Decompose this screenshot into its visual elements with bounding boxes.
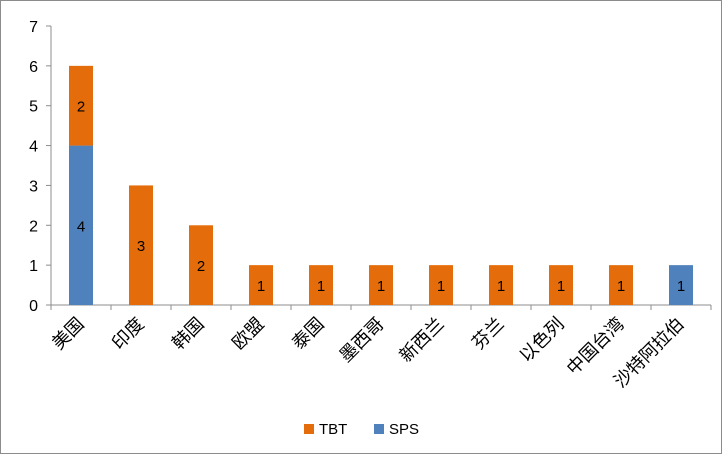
data-label-tbt-6: 1 bbox=[437, 278, 445, 295]
data-label-tbt-4: 1 bbox=[317, 278, 325, 295]
bar-sps-0 bbox=[69, 145, 93, 305]
bar-sps-10 bbox=[669, 265, 693, 305]
x-tick-label: 美国 bbox=[48, 314, 88, 354]
data-label-tbt-0: 2 bbox=[77, 99, 85, 116]
x-tick-label: 欧盟 bbox=[228, 314, 268, 354]
y-tick-label: 1 bbox=[29, 258, 38, 275]
data-label-sps-0: 4 bbox=[77, 218, 85, 235]
bar-tbt-0 bbox=[69, 65, 93, 146]
x-tick-label: 墨西哥 bbox=[336, 314, 389, 367]
x-tick-label: 芬兰 bbox=[468, 314, 508, 354]
bar-tbt-6 bbox=[429, 265, 453, 305]
legend-swatch-sps bbox=[374, 424, 384, 434]
data-label-tbt-1: 3 bbox=[137, 238, 145, 255]
legend-swatch-tbt bbox=[304, 424, 314, 434]
data-label-tbt-5: 1 bbox=[377, 278, 385, 295]
data-label-tbt-8: 1 bbox=[557, 278, 565, 295]
data-label-sps-10: 1 bbox=[677, 278, 685, 295]
y-tick-label: 2 bbox=[29, 218, 38, 235]
data-label-tbt-7: 1 bbox=[497, 278, 505, 295]
bar-tbt-4 bbox=[309, 265, 333, 305]
y-tick-label: 3 bbox=[29, 178, 38, 195]
bar-tbt-7 bbox=[489, 265, 513, 305]
legend-label-tbt: TBT bbox=[319, 421, 347, 438]
x-tick-label: 泰国 bbox=[288, 314, 328, 354]
bar-tbt-1 bbox=[129, 185, 153, 305]
bar-tbt-9 bbox=[609, 265, 633, 305]
y-tick-label: 0 bbox=[29, 298, 38, 315]
y-tick-label: 4 bbox=[29, 139, 38, 156]
x-tick-label: 以色列 bbox=[516, 314, 569, 367]
x-tick-label: 印度 bbox=[108, 314, 148, 354]
bar-tbt-5 bbox=[369, 265, 393, 305]
y-tick-label: 6 bbox=[29, 59, 38, 76]
legend-label-sps: SPS bbox=[389, 421, 419, 438]
data-label-tbt-2: 2 bbox=[197, 258, 205, 275]
data-label-tbt-3: 1 bbox=[257, 278, 265, 295]
y-tick-label: 7 bbox=[29, 19, 38, 36]
bar-tbt-8 bbox=[549, 265, 573, 305]
x-tick-label: 韩国 bbox=[168, 314, 208, 354]
bar-tbt-3 bbox=[249, 265, 273, 305]
x-tick-label: 新西兰 bbox=[396, 314, 449, 367]
bar-tbt-2 bbox=[189, 225, 213, 305]
y-tick-label: 5 bbox=[29, 99, 38, 116]
data-label-tbt-9: 1 bbox=[617, 278, 625, 295]
